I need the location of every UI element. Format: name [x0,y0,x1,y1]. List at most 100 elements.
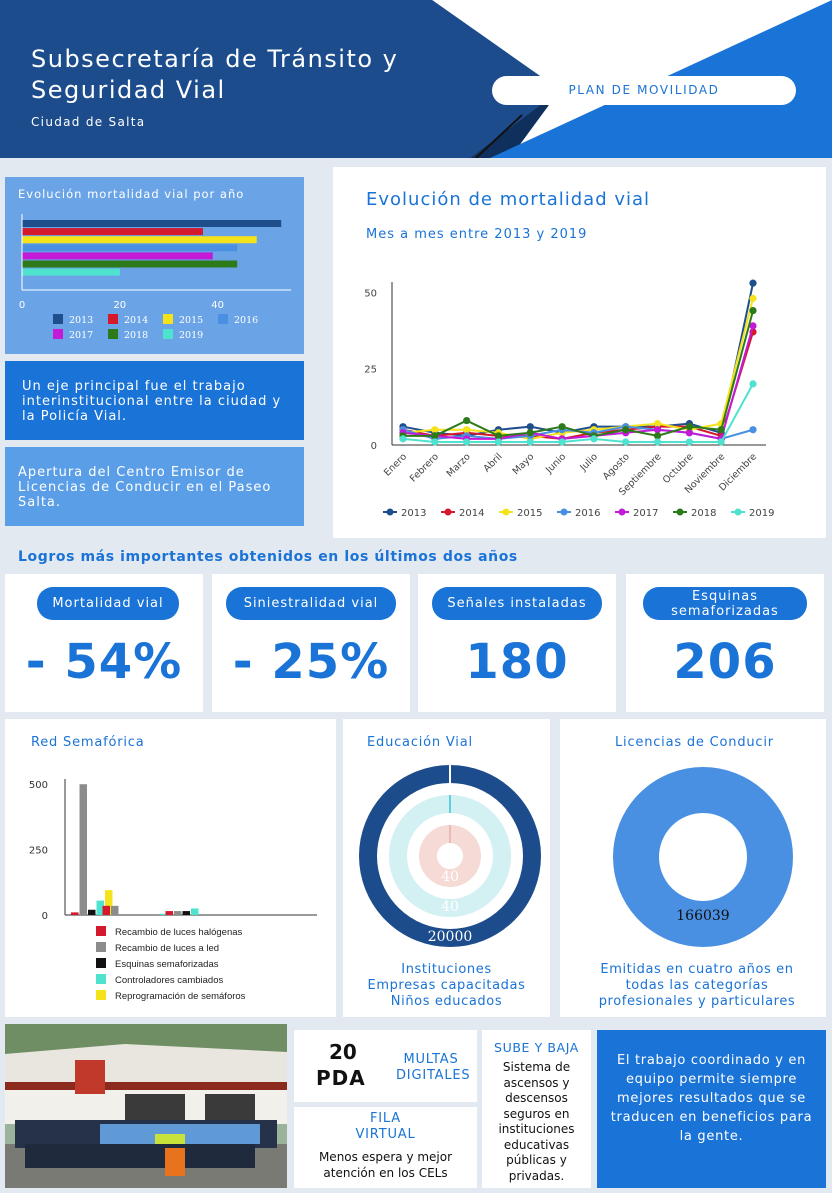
red-legend-swatch [96,974,106,984]
plan-movilidad-pill[interactable]: PLAN DE MOVILIDAD [492,76,796,105]
line-point-2018 [431,432,439,440]
red-legend-label: Recambio de luces a led [115,943,219,954]
line-x-tick-label: Mayo [511,451,537,477]
team-photo [5,1024,287,1188]
line-point-2019 [494,438,503,446]
stat-value: - 54% [25,634,183,690]
line-point-2016 [749,426,757,434]
educacion-vial-panel: Educación Vial 40 40 20000 Instituciones… [343,719,550,1017]
hbar-legend-label: 2014 [124,315,148,326]
line-point-2019 [463,438,471,446]
hbar-chart-title: Evolución mortalidad vial por año [18,187,245,201]
apertura-text: Apertura del Centro Emisor de Licencias … [5,447,304,526]
red-bar [174,911,182,915]
red-legend-swatch [96,958,106,968]
line-series-2013 [402,282,754,437]
red-semaforica-chart: 0 250 500 Recambio de luces halógenas Recamb… [29,779,317,1002]
line-point-2018 [749,307,757,315]
line-point-2018 [685,423,693,431]
red-bar [105,890,113,915]
line-point-2019 [749,380,757,388]
line-point-2018 [622,426,630,434]
line-legend-dot [560,508,568,516]
red-y-tick-label: 500 [29,780,48,791]
line-point-2018 [463,416,471,425]
page-title: Subsecretaría de Tránsito y Seguridad Vi… [31,44,471,106]
red-y-tick-label: 250 [29,846,48,857]
line-point-2019 [685,438,693,446]
stat-value: 206 [673,634,777,690]
red-bar [79,784,87,915]
line-point-2018 [717,426,725,434]
line-series-2018 [403,310,754,437]
red-bar [96,900,104,915]
red-y-tick-label: 0 [42,911,48,922]
hbar-legend-swatch [163,329,173,339]
fila-title-line2: VIRTUAL [355,1127,416,1142]
header-accent-line [475,114,523,158]
line-legend-label: 2013 [401,508,426,519]
line-point-2015 [653,420,662,428]
line-y-tick-label: 0 [371,441,377,452]
line-legend-label: 2014 [459,508,484,519]
photo-sign [75,1060,105,1094]
donut-label-ninos: 20000 [428,929,473,945]
line-point-2019 [399,435,407,443]
donut-ring-empresas [389,795,511,917]
photo-window [125,1094,185,1120]
hbar-legend-swatch [218,314,228,324]
hbar-bar-2017 [22,252,213,260]
line-point-2019 [431,438,439,446]
line-point-2019 [526,438,534,446]
red-semaforica-title: Red Semafórica [31,735,145,750]
header-dark-wedge [470,90,560,158]
line-legend-label: 2019 [749,508,774,519]
red-semaforica-panel: Red Semafórica 0 250 500 Recambio de luces … [5,719,336,1017]
header-navy-wedge [400,0,560,158]
hbar-legend-swatch [163,314,173,324]
educacion-vial-captions: Instituciones Empresas capacitadas Niños… [343,962,550,1010]
sube-y-baja-card: SUBE Y BAJA Sistema de ascensos y descen… [482,1030,591,1188]
hbar-legend-label: 2016 [234,315,258,326]
stat-label: Esquinas semaforizadas [643,587,807,620]
line-x-tick-label: Marzo [445,451,473,479]
red-legend-label: Controladores cambiados [115,975,224,986]
line-point-2015 [431,426,439,434]
red-legend-label: Esquinas semaforizadas [115,959,219,970]
hbar-legend-swatch [53,329,63,339]
line-point-2019 [653,438,662,446]
line-x-tick-label: Junio [543,451,568,476]
hbar-legend-label: 2015 [179,315,203,326]
page-title-line1: Subsecretaría de Tránsito y [31,45,399,73]
fila-virtual-card: FILA VIRTUAL Menos espera y mejor atenci… [294,1107,477,1188]
hbar-legend-label: 2013 [69,315,93,326]
line-chart-subtitle: Mes a mes entre 2013 y 2019 [366,227,588,242]
hbar-legend-swatch [53,314,63,324]
hbar-legend-label: 2017 [69,330,93,341]
hbar-tick-label: 40 [211,300,224,311]
photo-crowd-front [25,1144,255,1168]
multas-number: 20 [329,1040,357,1064]
line-point-2015 [749,294,757,302]
hbar-legend-swatch [108,314,118,324]
stat-card-siniestralidad: Siniestralidad vial - 25% [212,574,410,712]
eje-principal-text: Un eje principal fue el trabajo interins… [5,361,304,440]
photo-person-orange [165,1148,185,1176]
multas-label-line1: MULTAS [403,1052,459,1067]
licencias-title: Licencias de Conducir [615,735,774,750]
header-banner: Subsecretaría de Tránsito y Seguridad Vi… [0,0,832,158]
line-legend-dot [502,508,510,516]
line-legend-dot [734,508,742,516]
red-bar [71,912,79,915]
caption-empresas: Empresas capacitadas [367,978,526,993]
hbar-bar-2015 [22,236,257,244]
red-legend-label: Reprogramación de semáforos [115,991,246,1002]
line-x-tick-label: Abril [481,451,504,474]
sube-text: Sistema de ascensos y descensos seguros … [498,1060,575,1183]
hbar-bar-2014 [22,228,203,236]
caption-instituciones: Instituciones [401,962,492,977]
hbar-legend-label: 2019 [179,330,203,341]
stat-label: Señales instaladas [432,587,602,620]
line-legend-dot [386,508,394,516]
